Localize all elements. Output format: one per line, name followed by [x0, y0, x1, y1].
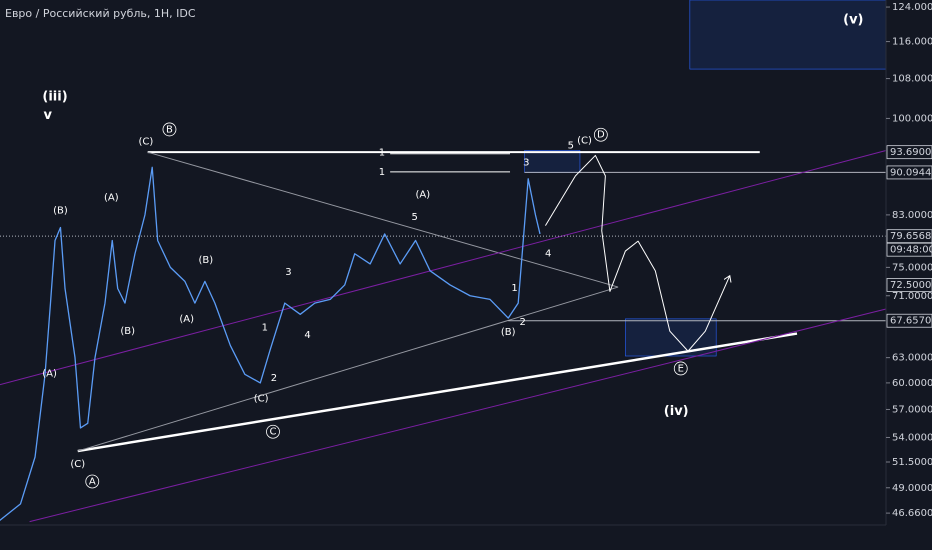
wave-label: (C) — [138, 137, 153, 148]
y-tick-label: 100.0000 — [892, 113, 932, 124]
wave-label: (v) — [843, 13, 863, 28]
wave-label: (iii) — [42, 90, 67, 105]
wave-label: (A) — [104, 193, 119, 204]
wave-label: 1 — [379, 148, 385, 159]
wave-circle — [162, 122, 177, 137]
price-tag-label: 79.6568 — [890, 231, 931, 242]
wave-label: v — [44, 108, 53, 123]
wave-label: (C) — [577, 136, 592, 147]
chart-title: Евро / Российский рубль, 1H, IDC — [5, 7, 196, 20]
y-tick-label: 83.0000 — [892, 210, 932, 221]
wave-label: 4 — [304, 330, 310, 341]
price-tag — [886, 229, 932, 244]
zone — [625, 318, 717, 357]
wave-label: (B) — [120, 326, 135, 337]
trendline — [147, 151, 619, 288]
y-tick-label: 60.0000 — [892, 378, 932, 389]
wave-circle — [593, 127, 608, 142]
trendline — [77, 332, 798, 453]
wave-label: B — [166, 124, 173, 135]
y-tick-label: 75.0000 — [892, 262, 932, 273]
y-tick-label: 49.0000 — [892, 483, 932, 494]
zone — [524, 150, 581, 173]
wave-label: (C) — [70, 459, 85, 470]
wave-label: (iv) — [664, 404, 689, 419]
wave-label: D — [597, 130, 605, 141]
wave-label: A — [89, 476, 96, 487]
wave-label: 3 — [285, 267, 291, 278]
projection-path — [545, 154, 729, 352]
price-tag — [886, 278, 932, 292]
wave-label: (A) — [42, 369, 57, 380]
y-tick-label: 124.0000 — [892, 2, 932, 13]
zone — [689, 0, 887, 70]
wave-label: 5 — [411, 212, 417, 223]
trendline — [29, 308, 887, 523]
wave-label: (C) — [254, 394, 269, 405]
wave-label: C — [270, 427, 277, 438]
price-tag-label: 72.5000 — [890, 280, 931, 291]
trendline — [77, 286, 619, 452]
y-tick-label: 108.0000 — [892, 74, 932, 85]
price-tag-label: 67.6570 — [890, 316, 931, 327]
wave-circle — [673, 361, 688, 376]
price-tag — [886, 145, 932, 160]
trendline — [0, 149, 887, 386]
price-line — [0, 166, 541, 521]
wave-circle — [266, 424, 280, 439]
price-tag-label: 90.0944 — [890, 167, 931, 178]
wave-label: (B) — [198, 255, 213, 266]
wave-label: 1 — [262, 322, 268, 333]
wave-label: (A) — [179, 314, 194, 325]
y-tick-label: 57.0000 — [892, 404, 932, 415]
wave-circle — [85, 474, 100, 489]
wave-label: 4 — [545, 249, 551, 260]
countdown-label: 09:48:00 — [890, 245, 932, 256]
y-tick-label: 116.0000 — [892, 37, 932, 48]
countdown-box — [886, 242, 932, 257]
y-tick-label: 63.0000 — [892, 353, 932, 364]
price-tag — [886, 313, 932, 328]
wave-label: (B) — [501, 327, 516, 338]
price-tag — [886, 165, 932, 180]
wave-label: E — [678, 363, 684, 374]
price-tag-label: 93.6900 — [890, 147, 931, 158]
wave-label: 1 — [511, 283, 517, 294]
wave-label: (B) — [53, 206, 68, 217]
wave-label: 3 — [523, 158, 529, 169]
y-tick-label: 54.0000 — [892, 432, 932, 443]
wave-label: 2 — [271, 373, 277, 384]
wave-label: 1 — [379, 167, 385, 178]
wave-label: (A) — [416, 190, 431, 201]
wave-label: 2 — [520, 317, 526, 328]
wave-label: 5 — [568, 141, 574, 152]
y-tick-label: 51.5000 — [892, 457, 932, 468]
y-tick-label: 46.6600 — [892, 508, 932, 519]
y-tick-label: 71.0000 — [892, 291, 932, 302]
